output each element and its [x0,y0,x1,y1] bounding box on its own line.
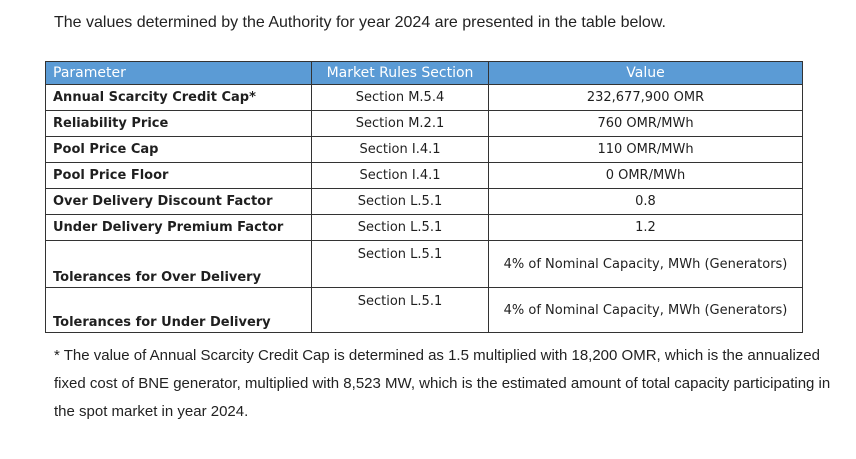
parameter-cell: Annual Scarcity Credit Cap* [45,84,312,111]
value-cell: 1.2 [488,214,803,241]
value-cell: 0 OMR/MWh [488,162,803,189]
section-cell: Section L.5.1 [311,188,489,215]
value-cell: 0.8 [488,188,803,215]
table-row: Reliability Price Section M.2.1 760 OMR/… [45,110,803,137]
parameter-cell: Pool Price Cap [45,136,312,163]
header-market-rules-section: Market Rules Section [311,61,489,85]
table-row: Annual Scarcity Credit Cap* Section M.5.… [45,84,803,111]
section-cell: Section I.4.1 [311,136,489,163]
footnote-text: * The value of Annual Scarcity Credit Ca… [54,347,831,420]
header-parameter: Parameter [45,61,312,85]
section-cell: Section M.2.1 [311,110,489,137]
table-row: Over Delivery Discount Factor Section L.… [45,188,803,215]
parameter-cell: Over Delivery Discount Factor [45,188,312,215]
table-row: Tolerances for Over Delivery Section L.5… [45,240,803,288]
value-cell: 232,677,900 OMR [488,84,803,111]
parameter-cell: Tolerances for Under Delivery [45,287,312,333]
value-cell: 4% of Nominal Capacity, MWh (Generators) [488,240,803,288]
table-header-row: Parameter Market Rules Section Value [45,61,803,85]
table-row: Tolerances for Under Delivery Section L.… [45,287,803,333]
parameter-cell: Tolerances for Over Delivery [45,240,312,288]
table-row: Under Delivery Premium Factor Section L.… [45,214,803,241]
value-cell: 760 OMR/MWh [488,110,803,137]
section-cell: Section I.4.1 [311,162,489,189]
table-row: Pool Price Cap Section I.4.1 110 OMR/MWh [45,136,803,163]
parameter-cell: Under Delivery Premium Factor [45,214,312,241]
section-cell: Section L.5.1 [311,214,489,241]
section-cell: Section M.5.4 [311,84,489,111]
header-value: Value [488,61,803,85]
value-cell: 110 OMR/MWh [488,136,803,163]
parameter-cell: Pool Price Floor [45,162,312,189]
section-cell: Section L.5.1 [311,240,489,288]
section-cell: Section L.5.1 [311,287,489,333]
intro-text: The values determined by the Authority f… [54,14,666,31]
value-cell: 4% of Nominal Capacity, MWh (Generators) [488,287,803,333]
parameter-cell: Reliability Price [45,110,312,137]
values-table: Parameter Market Rules Section Value Ann… [45,61,803,333]
table-row: Pool Price Floor Section I.4.1 0 OMR/MWh [45,162,803,189]
